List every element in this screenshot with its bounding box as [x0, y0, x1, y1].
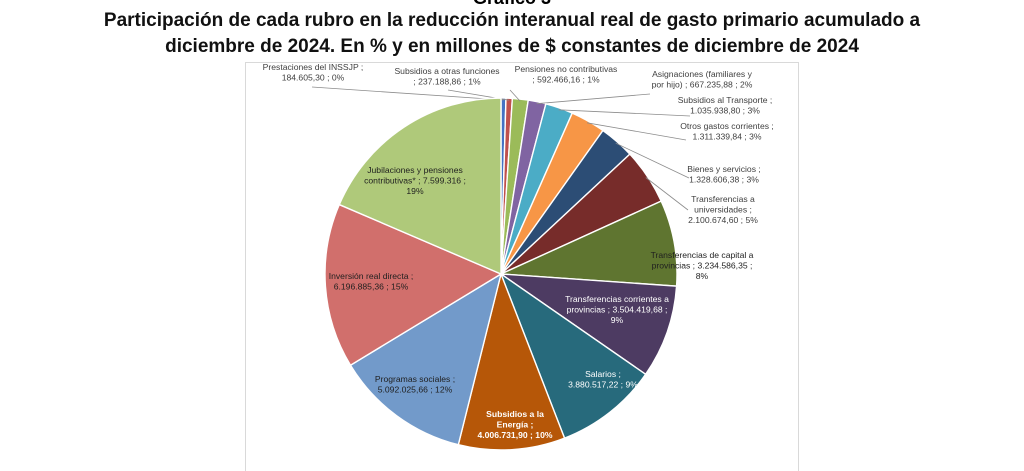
pie-slice: [498, 273, 678, 376]
data-label: Pensiones no contributivas; 592.466,16 ;…: [515, 64, 618, 85]
data-label: Salarios ; 3.880.517,22 ; 9%: [568, 369, 638, 390]
data-label: Subsidios a otras funciones; 237.188,86 …: [394, 66, 499, 87]
data-label: Otros gastos corrientes ; 1.311.339,84 ; …: [680, 121, 774, 142]
data-label: Transferencias de capital a provincias ; …: [651, 250, 754, 281]
data-label: Bienes y servicios ; 1.328.606,38 ; 3%: [687, 164, 761, 185]
leader-line: [536, 93, 651, 105]
chart-number-caption: Gráfico 3: [0, 0, 1024, 9]
leader-line: [615, 142, 690, 179]
pie-slice: [457, 271, 566, 451]
data-label: Transferencias a universidades ; 2.100.674…: [688, 194, 758, 225]
leader-line: [645, 177, 689, 211]
data-label: Transferencias corrientes a provincias ; …: [565, 294, 669, 325]
chart-area: [245, 62, 799, 471]
data-label: Subsidios al Transporte ; 1.035.938,80 ; …: [678, 95, 773, 116]
data-label: Jubilaciones y pensiones contributivas* ;…: [364, 165, 466, 196]
data-label: Inversión real directa ; 6.196.885,36 ; 1…: [329, 271, 414, 292]
chart-title-line-2: diciembre de 2024. En % y en millones de…: [165, 36, 859, 57]
data-label: Programas sociales ; 5.092.025,66 ; 12%: [375, 374, 455, 395]
data-label: Asignaciones (familiares y por hijo) ; 66…: [652, 69, 753, 90]
data-label: Prestaciones del INSSJP ; 184.605,30 ; 0%: [263, 62, 364, 83]
pie-slice: [499, 272, 647, 440]
data-label: Subsidios a la Energía ; 4.006.731,90 ; 10…: [477, 409, 552, 440]
leader-line: [586, 122, 687, 141]
leader-line: [509, 89, 521, 102]
pie-slice: [338, 97, 502, 276]
leader-line: [311, 86, 504, 101]
chart-title-line-1: Participación de cada rubro en la reducc…: [103, 10, 921, 31]
pie-slice: [324, 203, 503, 367]
leader-line: [558, 109, 691, 117]
pie-slice: [349, 272, 503, 446]
